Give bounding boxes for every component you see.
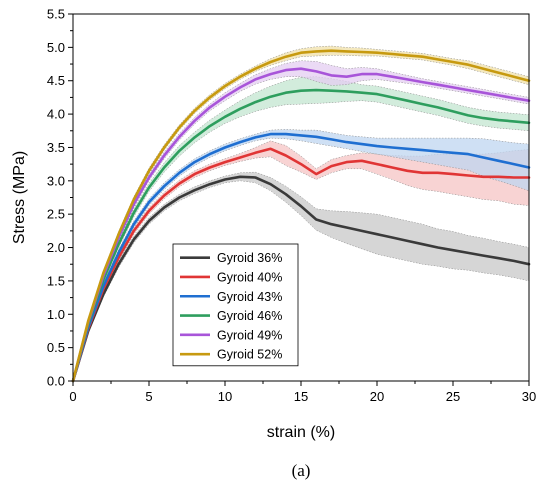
error-band: [72, 171, 530, 382]
legend-label: Gyroid 43%: [217, 290, 282, 304]
y-tick-label: 1.0: [47, 307, 65, 322]
error-band: [72, 129, 530, 382]
y-tick-label: 3.0: [47, 173, 65, 188]
series-line: [71, 67, 531, 383]
legend-label: Gyroid 36%: [217, 251, 282, 265]
series-line: [71, 147, 531, 383]
y-tick-labels: 0.0 0.5 1.0 1.5 2.0 2.5 3.0 3.5 4.0 4.5 5.0 5.5: [47, 7, 65, 389]
series-line: [71, 49, 531, 383]
y-tick-label: 1.5: [47, 273, 65, 288]
x-tick-label: 15: [294, 389, 308, 404]
x-tick-labels: 0 5 10 15 20 25 30: [69, 389, 536, 404]
legend-label: Gyroid 40%: [217, 270, 282, 284]
y-tick-label: 2.0: [47, 240, 65, 255]
x-tick-label: 10: [218, 389, 232, 404]
y-tick-label: 5.0: [47, 40, 65, 55]
legend-box: [172, 243, 299, 367]
y-tick-label: 0.0: [47, 374, 65, 389]
x-tick-label: 0: [69, 389, 76, 404]
y-tick-label: 5.5: [47, 7, 65, 22]
x-tick-label: 30: [522, 389, 536, 404]
y-tick-label: 0.5: [47, 340, 65, 355]
legend: Gyroid 36% Gyroid 40% Gyroid 43% Gyroid 46%…: [172, 243, 299, 367]
series-line: [71, 88, 531, 383]
y-axis-title: Stress (MPa): [11, 151, 28, 244]
series-lines: [71, 49, 531, 383]
panel-label: (a): [292, 461, 311, 480]
y-tick-label: 4.0: [47, 107, 65, 122]
axis-ticks: [68, 13, 530, 386]
legend-label: Gyroid 49%: [217, 328, 282, 342]
x-axis-title: strain (%): [267, 424, 335, 441]
series-line: [71, 175, 531, 383]
y-tick-label: 4.5: [47, 73, 65, 88]
legend-label: Gyroid 52%: [217, 348, 282, 362]
x-tick-label: 25: [446, 389, 460, 404]
legend-label: Gyroid 46%: [217, 309, 282, 323]
y-tick-label: 2.5: [47, 207, 65, 222]
y-tick-label: 3.5: [47, 140, 65, 155]
x-tick-label: 20: [370, 389, 384, 404]
x-tick-label: 5: [145, 389, 152, 404]
series-line: [71, 132, 531, 383]
